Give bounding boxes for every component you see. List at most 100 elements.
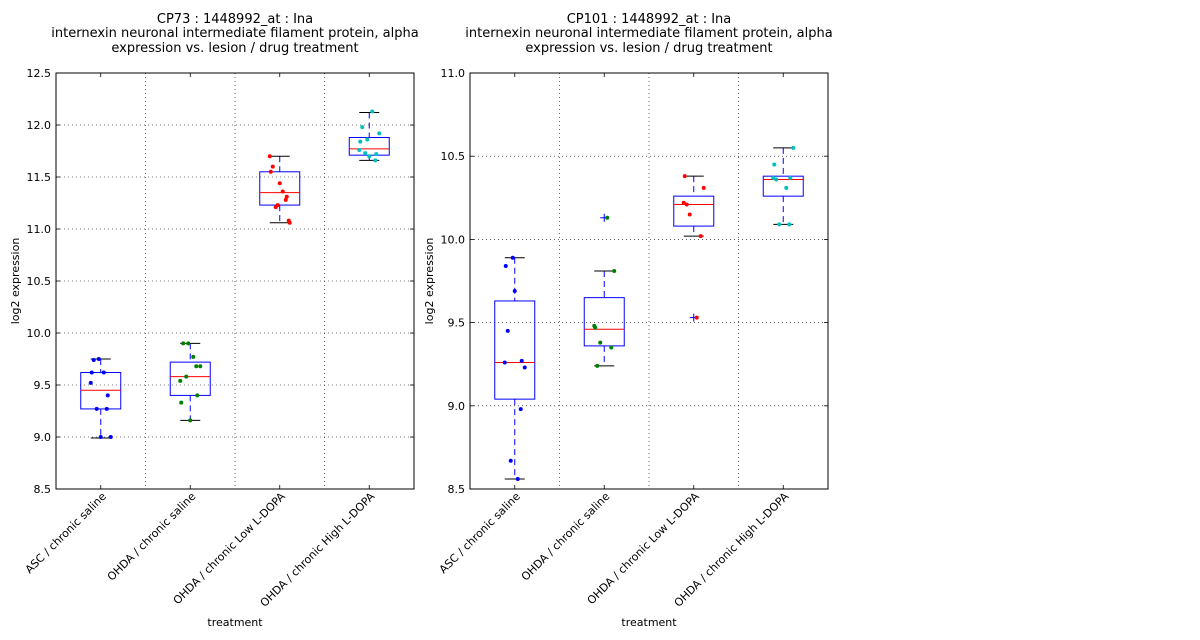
data-point	[108, 435, 113, 439]
y-tick-label: 12.0	[27, 119, 52, 132]
data-point	[791, 145, 796, 150]
data-point	[503, 264, 508, 269]
data-point	[522, 365, 527, 370]
data-point	[784, 185, 789, 190]
data-point	[357, 147, 362, 152]
y-tick-label: 9.0	[34, 431, 52, 444]
x-tick-label: ASC / chronic saline	[23, 490, 109, 576]
data-point	[365, 137, 370, 142]
y-tick-label: 10.5	[27, 275, 52, 288]
data-point	[377, 131, 382, 136]
axes-frame	[55, 72, 415, 490]
data-point	[598, 340, 603, 345]
y-tick-label: 10.0	[27, 327, 52, 340]
data-point	[595, 363, 600, 368]
data-point	[777, 222, 782, 227]
y-tick-label: 9.5	[34, 379, 52, 392]
data-point	[179, 400, 184, 405]
box	[494, 300, 536, 400]
data-point	[518, 407, 523, 412]
data-point	[195, 393, 200, 398]
right-x-axis-label: treatment	[621, 616, 677, 629]
data-point	[358, 139, 363, 144]
data-point	[370, 109, 375, 114]
x-tick-label: OHDA / chronic saline	[105, 490, 199, 584]
left-subplot: CP73 : 1448992_at : Ina internexin neuro…	[9, 12, 419, 629]
box	[762, 175, 804, 197]
data-point	[101, 370, 106, 375]
data-point	[191, 354, 196, 359]
right-title-line-1: CP101 : 1448992_at : Ina	[567, 12, 732, 27]
data-point	[186, 341, 191, 346]
right-subplot: CP101 : 1448992_at : Ina internexin neur…	[423, 12, 833, 629]
data-point	[96, 357, 101, 361]
y-tick-label: 9.0	[448, 400, 466, 413]
data-point	[701, 185, 706, 190]
x-tick-label: OHDA / chronic saline	[519, 490, 613, 584]
left-y-axis-label: log2 expression	[9, 238, 22, 325]
box	[259, 171, 301, 206]
data-point	[682, 174, 687, 179]
data-point	[681, 200, 686, 205]
data-point	[280, 189, 285, 194]
data-point	[367, 154, 372, 159]
data-point	[502, 360, 507, 365]
data-point	[89, 370, 94, 375]
y-tick-label: 10.0	[441, 233, 466, 246]
data-point	[284, 194, 289, 199]
x-tick-label: ASC / chronic saline	[437, 490, 523, 576]
data-point	[508, 458, 513, 463]
data-point	[684, 202, 689, 207]
data-point	[181, 341, 186, 346]
left-title-line-1: CP73 : 1448992_at : Ina	[157, 12, 313, 27]
data-point	[194, 364, 199, 369]
data-point	[275, 203, 280, 208]
data-point	[286, 218, 291, 223]
box	[673, 195, 715, 227]
box	[80, 372, 122, 410]
box	[169, 361, 211, 396]
y-tick-label: 11.5	[27, 171, 52, 184]
data-point	[788, 175, 793, 180]
right-title-line-2: internexin neuronal intermediate filamen…	[465, 26, 832, 41]
y-tick-label: 10.5	[441, 150, 466, 163]
data-point	[605, 215, 610, 220]
data-point	[198, 364, 203, 369]
data-point	[94, 406, 99, 411]
data-point	[694, 315, 699, 320]
data-point	[373, 158, 378, 163]
data-point	[771, 175, 776, 180]
right-y-axis-label: log2 expression	[423, 238, 436, 325]
data-point	[104, 406, 109, 411]
data-point	[270, 164, 275, 169]
y-tick-label: 8.5	[448, 483, 466, 496]
data-point	[184, 374, 189, 379]
data-point	[772, 162, 777, 167]
data-point	[609, 345, 614, 350]
data-point	[98, 435, 103, 439]
data-point	[774, 177, 779, 182]
y-tick-label: 11.0	[27, 223, 52, 236]
data-point	[91, 358, 96, 363]
data-point	[787, 222, 792, 227]
data-point	[363, 151, 368, 156]
data-point	[188, 418, 193, 423]
axes-frame	[469, 72, 829, 490]
y-tick-label: 12.5	[27, 67, 52, 80]
left-title-line-3: expression vs. lesion / drug treatment	[111, 41, 358, 56]
data-point	[105, 393, 110, 398]
data-point	[88, 380, 93, 385]
right-title-line-3: expression vs. lesion / drug treatment	[525, 41, 772, 56]
data-point	[687, 212, 692, 217]
data-point	[277, 181, 282, 186]
data-point	[612, 269, 617, 274]
box	[348, 136, 390, 156]
data-point	[510, 255, 515, 260]
left-x-axis-label: treatment	[207, 616, 263, 629]
left-plot-area: 8.5 9.0 9.5 10.0 10.5 11.0 11.5 12.0 12.5 ASC / c…	[23, 67, 415, 610]
data-point	[374, 152, 379, 157]
data-point	[283, 197, 288, 202]
data-point	[519, 358, 524, 363]
right-plot-area: 8.5 9.0 9.5 10.0 10.5 11.0 ASC / chronic salin…	[437, 67, 829, 610]
